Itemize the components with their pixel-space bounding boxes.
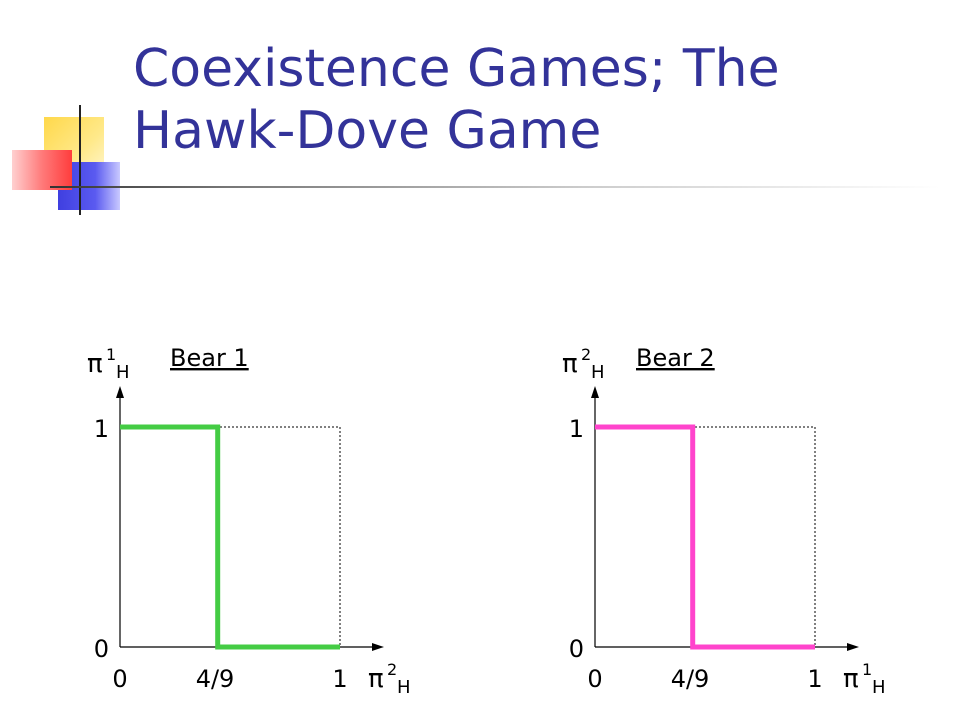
- chart-1-xtick-4-9: 4/9: [196, 665, 235, 693]
- chart-2-xlabel-sup: 1: [862, 660, 872, 679]
- decor-vertical-line: [79, 105, 81, 215]
- chart-bear-1: Bear 1 π 1 H 1 0 0 4/9 1 π 2 H: [87, 344, 411, 698]
- chart-2-xtick-1: 1: [807, 665, 822, 693]
- chart-2-xtick-4-9: 4/9: [671, 665, 710, 693]
- chart-1-title: Bear 1: [170, 344, 249, 372]
- chart-1-xtick-0: 0: [112, 665, 127, 693]
- slide-title-line-2: Hawk-Dove Game: [133, 101, 602, 161]
- chart-1-ylabel-sub: H: [116, 362, 130, 383]
- chart-1-xtick-1: 1: [332, 665, 347, 693]
- decor-red-square: [12, 150, 72, 190]
- slide-title: Coexistence Games; The Hawk-Dove Game: [133, 38, 933, 162]
- chart-1-xlabel-sup: 2: [387, 660, 397, 679]
- chart-2-ytick-0: 0: [569, 635, 584, 663]
- chart-2-ylabel-sub: H: [591, 362, 605, 383]
- chart-2-xtick-0: 0: [587, 665, 602, 693]
- chart-1-ytick-1: 1: [94, 415, 109, 443]
- chart-2-title: Bear 2: [636, 344, 715, 372]
- chart-2-ylabel-sup: 2: [581, 345, 591, 364]
- chart-1-xlabel-sub: H: [397, 677, 411, 698]
- chart-2-x-axis-arrow: [847, 643, 859, 651]
- chart-2-best-response-line: [595, 424, 815, 650]
- chart-1-best-response-line: [120, 424, 340, 650]
- chart-1-ylabel-sup: 1: [106, 345, 116, 364]
- chart-2-ylabel-base: π: [562, 349, 578, 379]
- chart-bear-2: Bear 2 π 2 H 1 0 0 4/9 1 π 1 H: [562, 344, 886, 698]
- chart-2-xlabel-sub: H: [872, 677, 886, 698]
- chart-1-ytick-0: 0: [94, 635, 109, 663]
- slide-title-line-1: Coexistence Games; The: [133, 39, 780, 99]
- decor-horizontal-line: [50, 186, 940, 188]
- chart-1-xlabel-base: π: [368, 664, 384, 694]
- chart-1-x-axis-arrow: [372, 643, 384, 651]
- chart-1-ylabel-base: π: [87, 349, 103, 379]
- chart-2-ytick-1: 1: [569, 415, 584, 443]
- chart-2-xlabel-base: π: [843, 664, 859, 694]
- chart-1-y-axis-arrow: [116, 386, 124, 398]
- chart-2-y-axis-arrow: [591, 386, 599, 398]
